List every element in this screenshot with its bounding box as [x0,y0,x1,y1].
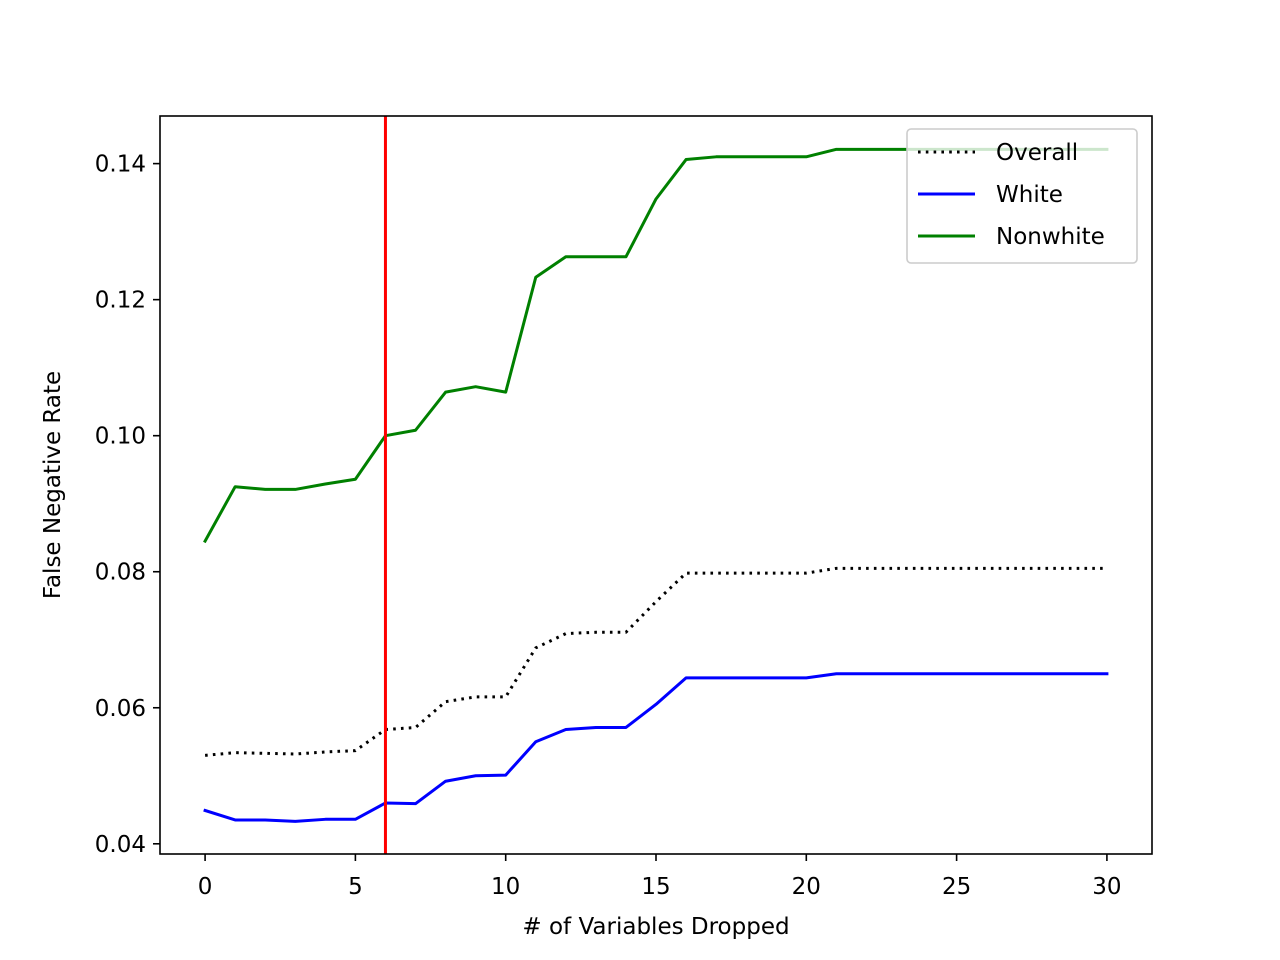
y-tick-label: 0.12 [95,288,146,314]
x-tick-label: 0 [198,874,213,900]
legend-label-overall: Overall [996,140,1078,166]
legend-label-white: White [996,182,1063,208]
y-tick-label: 0.10 [95,424,146,450]
x-tick-label: 25 [942,874,971,900]
x-tick-label: 10 [491,874,520,900]
x-tick-label: 5 [348,874,363,900]
series-line-white [203,672,1109,823]
x-tick-label: 20 [792,874,821,900]
x-axis: 0 5 10 15 20 25 30 [198,854,1122,900]
x-axis-label: # of Variables Dropped [522,914,789,940]
x-tick-label: 30 [1092,874,1121,900]
y-tick-label: 0.08 [95,560,146,586]
legend-box [906,128,1138,264]
y-tick-label: 0.06 [95,696,146,722]
y-tick-label: 0.14 [95,152,146,178]
y-axis-label: False Negative Rate [40,371,66,599]
legend: Overall White Nonwhite [906,128,1138,264]
legend-label-nonwhite: Nonwhite [996,224,1105,250]
series-line-overall [204,566,1107,757]
legend-items: Overall White Nonwhite [918,140,1105,250]
y-tick-label: 0.04 [95,832,146,858]
y-axis: 0.04 0.06 0.08 0.10 0.12 0.14 [95,152,160,858]
x-tick-label: 15 [641,874,670,900]
